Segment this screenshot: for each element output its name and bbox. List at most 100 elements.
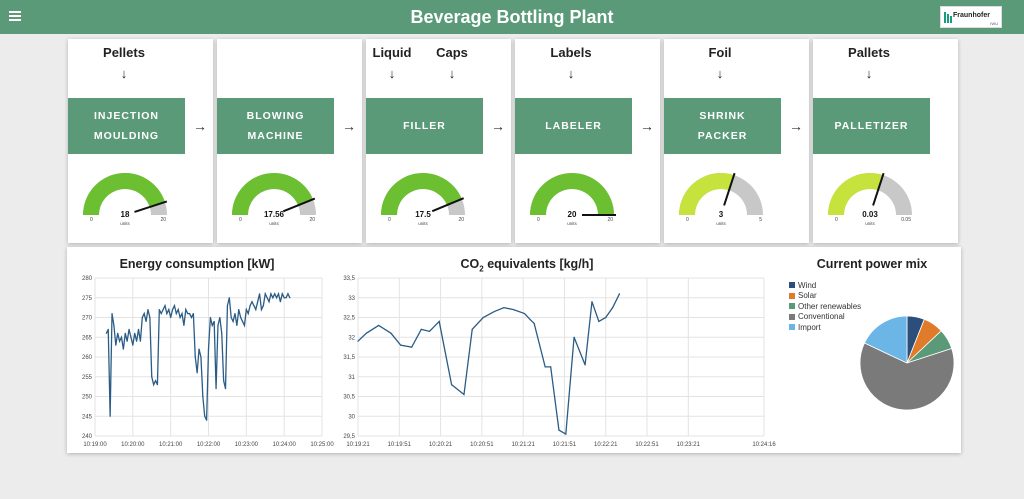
data-point [257, 301, 259, 303]
machine-button[interactable]: LABELER [515, 98, 632, 154]
data-point [230, 316, 232, 319]
gauge-min: 0 [835, 217, 838, 223]
data-point [605, 316, 607, 319]
x-tick-label: 10:19:21 [346, 442, 370, 448]
data-point [221, 332, 223, 334]
input-arrow-icon: ↓ [716, 66, 724, 81]
data-point [378, 324, 380, 326]
gauge-max: 20 [309, 217, 315, 223]
stage-card: Labels ↓ LABELER 20 units 0 20 [515, 39, 660, 243]
data-point [529, 318, 531, 321]
stage-card: Pallets ↓ PALLETIZER 0.03 units 0 0.05 [813, 39, 958, 243]
data-point [272, 297, 274, 299]
data-point [211, 324, 213, 326]
y-tick-label: 270 [82, 316, 93, 322]
machine-button[interactable]: INJECTION MOULDING [68, 98, 185, 154]
logo-subtext: IWU [990, 21, 998, 26]
data-point [187, 312, 189, 315]
legend-item: Other renewables [789, 301, 861, 312]
y-tick-label: 31,5 [343, 355, 355, 361]
co2-equivalents-chart: 29,5 30 30,5 31 31,5 32 32,5 33 33,5 10:19:21 10:1… [343, 276, 776, 448]
legend-label: Solar [798, 291, 817, 301]
gauge-needle [431, 197, 465, 213]
data-point [279, 301, 281, 303]
stage-inputs: Liquid ↓ Caps ↓ [366, 45, 511, 85]
y-tick-label: 280 [82, 276, 93, 282]
gauge: 20 units 0 20 [527, 169, 617, 239]
data-point [117, 332, 119, 334]
gauge-fill [679, 173, 734, 215]
data-point [185, 309, 187, 311]
input-label: Labels [550, 45, 592, 60]
data-point [219, 316, 221, 319]
co2-chart-title: CO2 equivalents [kg/h] [460, 257, 594, 274]
data-point [565, 433, 567, 435]
data-point [274, 293, 276, 295]
data-point [232, 320, 234, 323]
data-point [281, 293, 283, 295]
data-point [196, 372, 198, 374]
input-label: Pallets [848, 45, 890, 60]
data-point [124, 332, 126, 334]
x-tick-label: 10:21:51 [553, 442, 577, 448]
data-point [471, 328, 473, 330]
input-arrow-icon: ↓ [567, 66, 575, 81]
gauge-unit: units [865, 221, 875, 226]
data-point [209, 316, 211, 319]
x-tick-label: 10:22:00 [197, 442, 221, 448]
data-point [194, 356, 196, 358]
data-point [276, 297, 278, 299]
fraunhofer-logo: Fraunhofer IWU [940, 6, 1002, 28]
data-point [139, 340, 141, 342]
data-point [238, 309, 240, 311]
data-point [147, 309, 149, 311]
x-tick-label: 10:25:00 [310, 442, 334, 448]
data-point [132, 344, 134, 346]
y-tick-label: 260 [82, 355, 93, 361]
data-point [241, 320, 244, 323]
legend-item: Conventional [789, 312, 861, 323]
gauge-needle [723, 172, 736, 206]
series-line [105, 291, 291, 421]
data-point [287, 293, 289, 295]
data-point [512, 309, 515, 311]
machine-button[interactable]: SHRINK PACKER [664, 98, 781, 154]
data-point [390, 332, 392, 334]
machine-button[interactable]: FILLER [366, 98, 483, 154]
top-bar: Beverage Bottling Plant Fraunhofer IWU [0, 0, 1024, 34]
data-point [126, 340, 128, 342]
input-label: Pellets [103, 45, 145, 60]
data-point [120, 336, 123, 338]
legend-swatch [789, 292, 795, 299]
x-tick-label: 10:19:51 [388, 442, 412, 448]
x-tick-label: 10:23:21 [677, 442, 701, 448]
pie-slice [859, 342, 955, 411]
data-point [544, 366, 546, 368]
data-point [183, 324, 185, 326]
power-mix-title: Current power mix [816, 257, 928, 271]
data-point [217, 324, 219, 326]
machine-button[interactable]: BLOWING MACHINE [217, 98, 334, 154]
data-point [202, 395, 204, 398]
data-point [115, 344, 117, 346]
data-point [584, 364, 586, 366]
gauge-unit: units [269, 221, 279, 226]
gauge-fill [828, 173, 883, 215]
x-tick-label: 10:24:00 [272, 442, 296, 448]
gauge-min: 0 [388, 217, 391, 223]
gauge-max: 20 [458, 217, 464, 223]
y-tick-label: 32,5 [343, 316, 355, 322]
data-point [177, 309, 179, 311]
hamburger-menu-icon[interactable] [9, 11, 21, 21]
pie-slice [863, 315, 908, 364]
y-tick-label: 30 [348, 414, 355, 420]
data-point [228, 297, 230, 299]
y-tick-label: 32 [348, 335, 355, 341]
data-point [249, 305, 251, 307]
data-point [411, 346, 413, 348]
legend-swatch [789, 313, 795, 320]
data-point [137, 328, 140, 330]
machine-button[interactable]: PALLETIZER [813, 98, 930, 154]
data-point [173, 305, 176, 307]
y-tick-label: 33,5 [343, 276, 355, 282]
